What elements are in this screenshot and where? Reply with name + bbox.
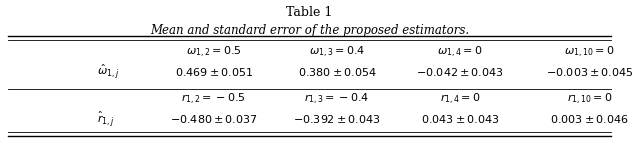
Text: $-0.480 \pm 0.037$: $-0.480 \pm 0.037$ (170, 113, 258, 125)
Text: $\omega_{1,3} = 0.4$: $\omega_{1,3} = 0.4$ (309, 45, 365, 60)
Text: $0.043 \pm 0.043$: $0.043 \pm 0.043$ (421, 113, 499, 125)
Text: $-0.003\pm 0.045$: $-0.003\pm 0.045$ (546, 66, 633, 78)
Text: $\omega_{1,4} = 0$: $\omega_{1,4} = 0$ (437, 45, 483, 60)
Text: $r_{1,2} = -0.5$: $r_{1,2} = -0.5$ (182, 92, 246, 107)
Text: Mean and standard error of the proposed estimators.: Mean and standard error of the proposed … (150, 24, 469, 37)
Text: $-0.392 \pm 0.043$: $-0.392 \pm 0.043$ (293, 113, 381, 125)
Text: $r_{1,4} = 0$: $r_{1,4} = 0$ (440, 92, 481, 107)
Text: $r_{1,3} = -0.4$: $r_{1,3} = -0.4$ (305, 92, 369, 107)
Text: $0.003 \pm 0.046$: $0.003 \pm 0.046$ (550, 113, 628, 125)
Text: Table 1: Table 1 (286, 6, 332, 19)
Text: $\hat{\omega}_{1,j}$: $\hat{\omega}_{1,j}$ (97, 62, 119, 81)
Text: $0.469 \pm 0.051$: $0.469 \pm 0.051$ (175, 66, 253, 78)
Text: $-0.042 \pm 0.043$: $-0.042 \pm 0.043$ (416, 66, 504, 78)
Text: $\omega_{1,10} = 0$: $\omega_{1,10} = 0$ (564, 45, 614, 60)
Text: $\omega_{1,2} = 0.5$: $\omega_{1,2} = 0.5$ (186, 45, 242, 60)
Text: $0.380 \pm 0.054$: $0.380 \pm 0.054$ (298, 66, 376, 78)
Text: $r_{1,10} = 0$: $r_{1,10} = 0$ (566, 92, 612, 107)
Text: $\hat{r}_{1,j}$: $\hat{r}_{1,j}$ (97, 109, 115, 129)
